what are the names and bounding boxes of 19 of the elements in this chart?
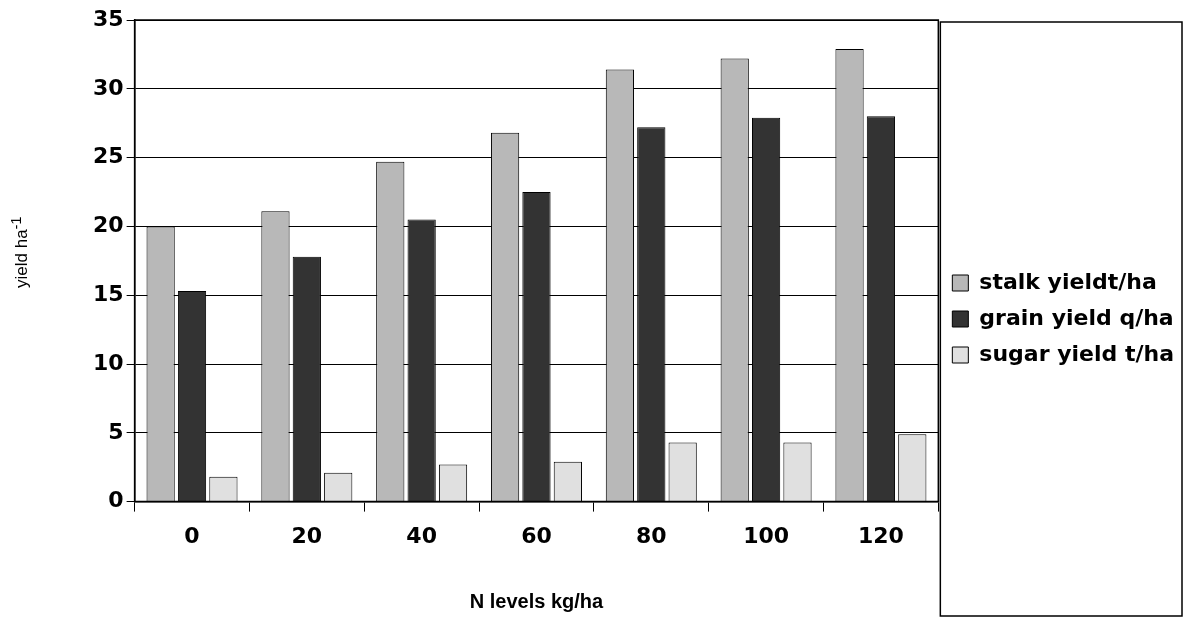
x-tick-label: 80 — [635, 522, 667, 548]
y-tick-label: 0 — [108, 487, 124, 513]
y-tick-label: 10 — [92, 349, 124, 375]
y-tick-label: 15 — [92, 280, 124, 306]
y-tick-label: 25 — [92, 143, 124, 169]
x-tick-label: 120 — [857, 522, 904, 548]
legend-label: grain yield q/ha — [979, 304, 1174, 330]
x-axis-title: N levels kg/ha — [469, 589, 605, 612]
x-tick-label: 100 — [743, 522, 790, 548]
legend-label: stalk yieldt/ha — [979, 268, 1157, 294]
y-tick-label: 5 — [108, 418, 124, 444]
y-tick-label: 35 — [92, 5, 124, 31]
y-tick-label: 30 — [92, 74, 124, 100]
y-tick-label: 20 — [92, 212, 124, 238]
x-tick-label: 60 — [521, 522, 552, 548]
x-tick-label: 40 — [406, 522, 437, 548]
x-tick-label: 0 — [184, 522, 200, 548]
x-tick-label: 20 — [291, 522, 323, 548]
legend-label: sugar yield t/ha — [979, 340, 1174, 366]
